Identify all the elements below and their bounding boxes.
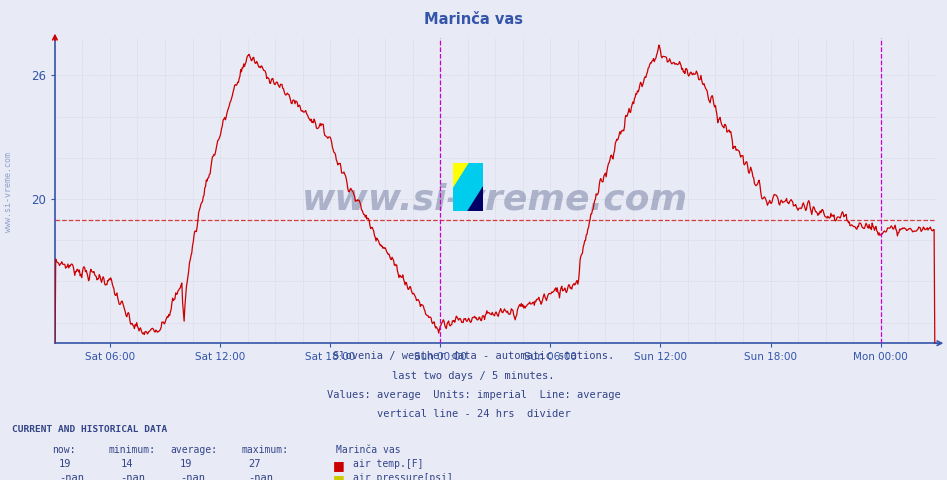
Text: CURRENT AND HISTORICAL DATA: CURRENT AND HISTORICAL DATA	[12, 425, 168, 434]
Polygon shape	[453, 163, 483, 211]
Text: vertical line - 24 hrs  divider: vertical line - 24 hrs divider	[377, 409, 570, 419]
Polygon shape	[453, 163, 483, 211]
Text: 19: 19	[180, 459, 192, 469]
Text: last two days / 5 minutes.: last two days / 5 minutes.	[392, 371, 555, 381]
Text: 27: 27	[248, 459, 260, 469]
Text: -nan: -nan	[248, 473, 273, 480]
Text: 14: 14	[120, 459, 133, 469]
Text: 19: 19	[59, 459, 71, 469]
Text: maximum:: maximum:	[241, 445, 289, 455]
Text: Marinča vas: Marinča vas	[336, 445, 401, 455]
Polygon shape	[453, 163, 483, 211]
Text: www.si-vreme.com: www.si-vreme.com	[302, 183, 688, 217]
Text: air temp.[F]: air temp.[F]	[353, 459, 423, 469]
Text: -nan: -nan	[180, 473, 205, 480]
Text: minimum:: minimum:	[109, 445, 156, 455]
Text: -nan: -nan	[59, 473, 83, 480]
Text: Marinča vas: Marinča vas	[424, 12, 523, 27]
Text: air pressure[psi]: air pressure[psi]	[353, 473, 453, 480]
Text: Slovenia / weather data - automatic stations.: Slovenia / weather data - automatic stat…	[333, 351, 614, 361]
Text: -nan: -nan	[120, 473, 145, 480]
Text: average:: average:	[170, 445, 218, 455]
Polygon shape	[453, 163, 483, 211]
Text: ■: ■	[333, 473, 345, 480]
Text: now:: now:	[52, 445, 76, 455]
Text: ■: ■	[333, 459, 345, 472]
Text: Values: average  Units: imperial  Line: average: Values: average Units: imperial Line: av…	[327, 390, 620, 400]
Text: www.si-vreme.com: www.si-vreme.com	[4, 152, 13, 232]
